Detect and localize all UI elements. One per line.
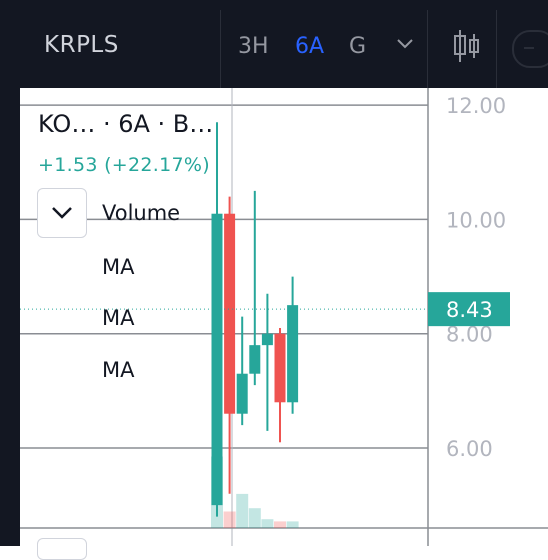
timeframe-g-button[interactable]: G [349,34,367,59]
y-tick-label: 10.00 [446,208,506,232]
indicator-volume[interactable]: Volume [102,201,181,225]
indicator-ma[interactable]: MA [102,358,135,382]
candle-body [249,345,261,374]
volume-bar [248,508,261,528]
last-price-label-bg [428,292,510,327]
legend-title: KO… · 6A · B… [38,110,214,138]
timeframe-6a-button[interactable]: 6A [295,34,325,59]
legend-collapse-button[interactable] [37,188,87,238]
indicator-ma[interactable]: MA [102,255,135,279]
toolbar-divider [427,10,428,88]
timeframe-3h-button[interactable]: 3H [238,34,269,59]
candlestick-chart[interactable]: 12.00 10.00 8.00 6.00 8.43 [0,0,548,546]
circle-button-icon[interactable] [512,30,548,68]
y-tick-label: 8.00 [446,323,493,347]
volume-bar [236,493,249,528]
candle-body [274,333,286,403]
top-toolbar [0,0,548,88]
legend-change: +1.53 (+22.17%) [38,154,210,176]
candle-body [236,373,248,414]
y-tick-label: 12.00 [446,94,506,118]
candle-body [261,333,273,346]
candle-body [211,213,223,506]
candle-body [287,305,299,403]
bottom-control-button[interactable] [37,538,87,560]
symbol-label[interactable]: KRPLS [44,32,119,58]
candlestick-icon[interactable] [452,28,482,64]
candle-body [224,213,236,414]
last-price-label: 8.43 [446,298,493,322]
volume-bar [286,521,299,528]
left-edge-panel [0,0,20,546]
volume-bar [274,521,286,528]
volume-bar [261,519,274,528]
toolbar-divider [496,10,497,88]
chevron-down-icon[interactable] [396,38,414,50]
volume-bar [223,511,236,528]
toolbar-divider [220,10,221,88]
indicator-ma[interactable]: MA [102,306,135,330]
chevron-down-icon [52,207,72,219]
y-tick-label: 6.00 [446,437,493,461]
